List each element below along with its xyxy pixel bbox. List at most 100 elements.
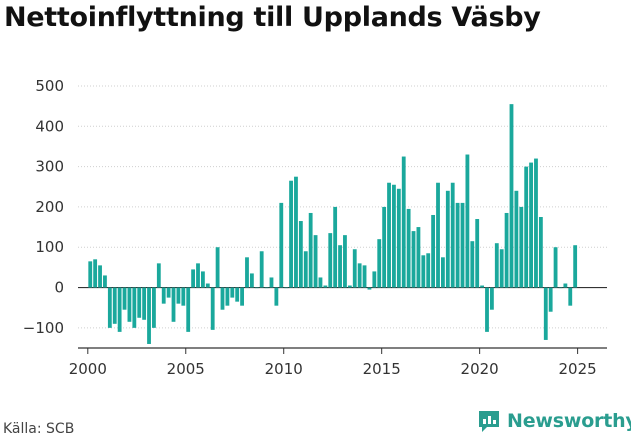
bar — [318, 277, 323, 288]
bar — [441, 257, 445, 288]
bar — [88, 261, 93, 288]
bar — [455, 202, 460, 288]
bar — [396, 188, 401, 288]
bar — [499, 249, 504, 288]
bar — [509, 104, 514, 288]
bar — [152, 287, 156, 328]
bar — [284, 287, 289, 289]
y-tick-label: 200 — [35, 198, 64, 216]
bar — [328, 233, 333, 288]
bar — [514, 190, 519, 288]
bar — [445, 190, 450, 288]
bar — [343, 235, 347, 288]
bar — [436, 182, 440, 288]
bar — [480, 285, 485, 288]
newsworthy-logo-icon — [479, 411, 499, 432]
bar — [563, 283, 568, 288]
bar — [494, 243, 499, 288]
bar — [254, 287, 259, 289]
bar — [426, 253, 431, 288]
bar — [362, 265, 367, 288]
bar — [573, 245, 578, 288]
brand-name: Newsworthy — [507, 410, 631, 432]
bar — [460, 202, 465, 288]
bar — [382, 206, 387, 288]
bar — [245, 257, 249, 288]
bar — [176, 287, 181, 304]
bar — [210, 287, 215, 330]
bar — [352, 249, 357, 288]
bar — [186, 287, 191, 332]
bar — [200, 271, 205, 288]
bar — [249, 273, 254, 288]
bar — [298, 221, 303, 288]
bar — [127, 287, 132, 322]
y-tick-label: 400 — [35, 117, 64, 135]
bar — [103, 275, 107, 288]
bar — [387, 182, 391, 288]
bar — [137, 287, 142, 318]
bar — [117, 287, 122, 332]
bar — [411, 231, 416, 288]
bar — [279, 202, 284, 288]
x-tick-label: 2020 — [461, 360, 499, 378]
bar — [548, 287, 553, 312]
bar — [475, 219, 480, 288]
source-label: Källa: SCB — [3, 421, 75, 437]
bar — [372, 271, 377, 288]
bar — [470, 241, 475, 288]
bar — [171, 287, 176, 322]
x-tick-labels: 2000 2005 2010 2015 2020 2025 — [69, 360, 597, 378]
bar — [215, 247, 220, 288]
bar — [465, 154, 470, 288]
x-tick-label: 2000 — [69, 360, 107, 378]
bar — [205, 283, 210, 288]
bar — [269, 277, 274, 288]
gridlines — [78, 85, 607, 329]
bar — [259, 251, 264, 288]
bar — [338, 245, 342, 288]
chart-title: Nettoinflyttning till Upplands Väsby — [4, 2, 541, 33]
bar — [240, 287, 244, 306]
bar — [230, 287, 235, 298]
bar — [112, 287, 117, 324]
bar — [367, 287, 372, 290]
newsworthy-logo: Newsworthy — [476, 408, 631, 434]
bar — [191, 269, 196, 288]
x-tick-label: 2025 — [559, 360, 597, 378]
bar — [181, 287, 186, 306]
bar — [220, 287, 225, 310]
bar — [431, 214, 436, 288]
bar — [107, 287, 112, 328]
bar — [543, 287, 548, 340]
bar — [333, 206, 338, 288]
bar — [166, 287, 171, 298]
bar — [347, 285, 352, 288]
bar — [196, 263, 200, 288]
bar — [392, 184, 396, 288]
bar — [558, 287, 563, 289]
bar — [289, 180, 293, 288]
y-tick-label: 100 — [35, 238, 64, 256]
axes — [78, 347, 607, 354]
bar — [93, 259, 98, 288]
bar — [98, 265, 102, 288]
bar — [161, 287, 166, 304]
y-tick-label: 0 — [54, 279, 64, 297]
bar — [504, 212, 509, 288]
bar — [303, 251, 308, 288]
bar — [524, 166, 529, 288]
bar — [529, 162, 533, 288]
bar — [323, 285, 328, 288]
bar — [534, 158, 538, 288]
bar — [401, 156, 406, 288]
bar — [294, 176, 298, 288]
bar — [568, 287, 573, 306]
bar — [357, 263, 362, 288]
x-tick-label: 2010 — [265, 360, 303, 378]
bar — [519, 206, 524, 288]
bar — [377, 239, 382, 288]
bar — [156, 263, 161, 288]
bar — [313, 235, 318, 288]
